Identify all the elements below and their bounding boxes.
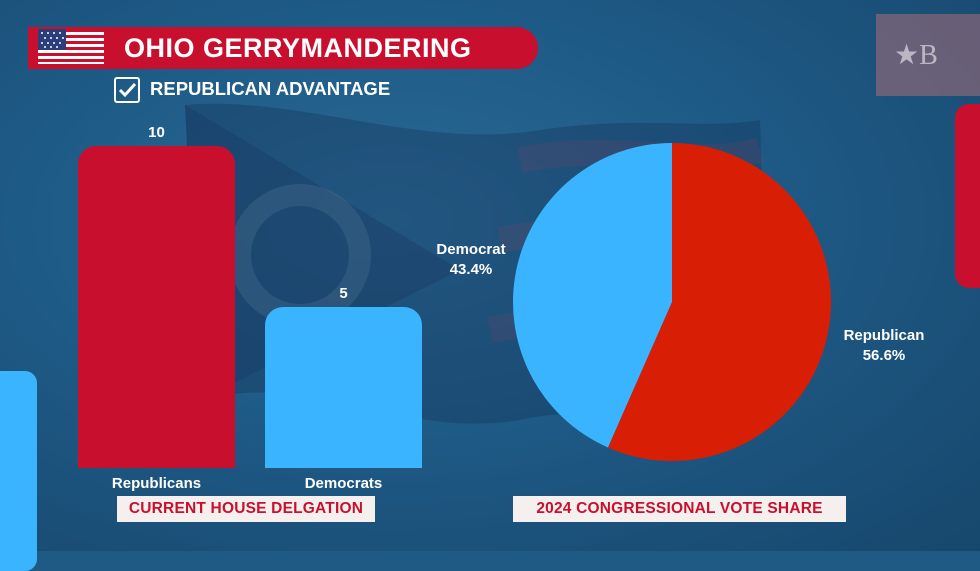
bar-republicans [78,146,235,468]
page-title: OHIO GERRYMANDERING [124,33,472,63]
pie-slice-republican [607,143,831,461]
bar-value-label-republicans: 10 [148,124,165,141]
pie-label-democrat-name: Democrat [436,241,506,258]
checkbox-checked-icon [114,77,140,103]
star-b-logo-icon: ★B [894,40,938,71]
pie-label-republican-value: 56.6% [862,347,906,364]
bar-democrats [265,307,422,468]
channel-logo [876,14,980,96]
vote-share-pie-chart [512,141,832,468]
bar-value-label-democrats: 5 [339,285,348,302]
pie-label-republican: Republican 56.6% [826,326,942,366]
decorative-blue-tab [0,371,37,571]
bar-chart-caption: CURRENT HOUSE DELGATION [117,496,375,522]
pie-slice-democrat [513,143,672,448]
title-banner [28,27,538,69]
pie-label-democrat-value: 43.4% [449,261,493,278]
decorative-red-tab [955,104,980,288]
subtitle: REPUBLICAN ADVANTAGE [150,78,391,99]
pie-label-republican-name: Republican [843,327,925,344]
pie-label-democrat: Democrat 43.4% [416,240,526,280]
category-label-democrats: Democrats [304,475,383,492]
us-flag-icon [38,29,104,67]
category-label-republicans: Republicans [111,475,202,492]
pie-chart-caption: 2024 CONGRESSIONAL VOTE SHARE [513,496,846,522]
